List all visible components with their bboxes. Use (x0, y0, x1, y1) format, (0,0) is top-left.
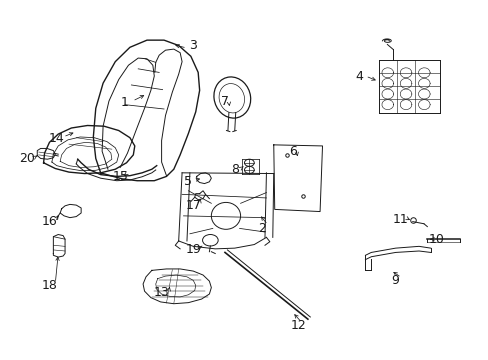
Text: 3: 3 (189, 39, 197, 52)
Text: 10: 10 (428, 233, 444, 246)
Text: 1: 1 (121, 96, 129, 109)
Text: 14: 14 (49, 132, 64, 145)
Text: 20: 20 (20, 152, 35, 165)
Text: 12: 12 (290, 319, 305, 332)
Text: 9: 9 (391, 274, 399, 287)
Text: 17: 17 (185, 199, 201, 212)
Text: 2: 2 (257, 222, 265, 235)
Text: 19: 19 (185, 243, 201, 256)
Text: 6: 6 (289, 145, 297, 158)
Text: 15: 15 (112, 170, 128, 183)
Text: 8: 8 (230, 163, 238, 176)
Text: 11: 11 (392, 213, 407, 226)
Text: 16: 16 (41, 215, 57, 228)
Text: 13: 13 (153, 287, 169, 300)
Text: 18: 18 (41, 279, 57, 292)
Text: 5: 5 (184, 175, 192, 188)
Text: 7: 7 (221, 95, 228, 108)
Text: 4: 4 (354, 69, 362, 82)
